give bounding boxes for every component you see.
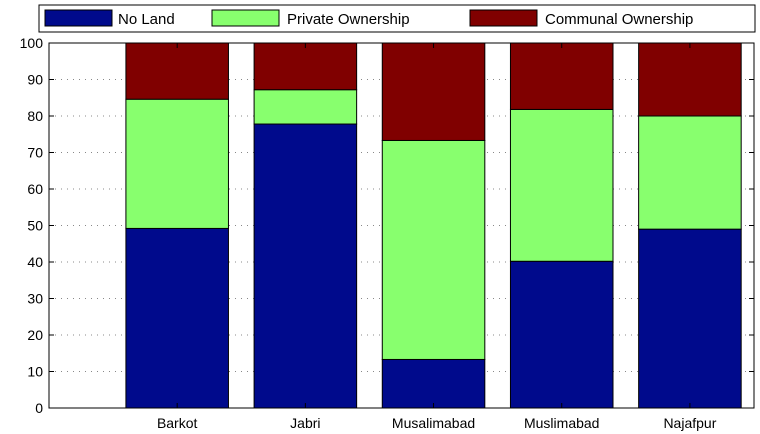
bar-najafpur-no-land [638, 228, 742, 409]
legend-label-no-land: No Land [118, 11, 175, 28]
legend-label-communal-ownership: Communal Ownership [545, 11, 693, 28]
bar-najafpur-communal-ownership [638, 42, 742, 117]
y-tick-label: 50 [27, 218, 43, 234]
y-tick-label: 40 [27, 254, 43, 270]
y-tick-label: 80 [27, 108, 43, 124]
legend: No Land Private Ownership Communal Ownersh… [38, 4, 756, 33]
x-tick-label-najafpur: Najafpur [663, 415, 716, 431]
y-tick-label: 90 [27, 72, 43, 88]
legend-swatch-communal-ownership [469, 9, 538, 27]
bars [125, 42, 742, 409]
x-tick-label-musalimabad: Musalimabad [392, 415, 475, 431]
y-tick-label: 10 [27, 364, 43, 380]
bar-najafpur-private-ownership [638, 115, 742, 230]
y-tick-label: 60 [27, 181, 43, 197]
y-tick-label: 30 [27, 291, 43, 307]
bar-muslimabad-communal-ownership [509, 42, 614, 110]
y-axis-ticks: 0 10 20 30 40 50 60 70 80 90 100 [20, 35, 754, 416]
bar-muslimabad-no-land [509, 260, 614, 409]
legend-swatch-private-ownership [211, 9, 280, 27]
legend-label-private-ownership: Private Ownership [287, 11, 410, 28]
bar-musalimabad-communal-ownership [381, 42, 486, 141]
plot-area: 0 10 20 30 40 50 60 70 80 90 100 Barkot Jabri Musali… [20, 35, 755, 431]
bar-barkot-communal-ownership [125, 42, 229, 100]
legend-swatch-no-land [44, 9, 113, 27]
x-tick-label-muslimabad: Muslimabad [524, 415, 599, 431]
x-tick-label-barkot: Barkot [157, 415, 198, 431]
bar-musalimabad-private-ownership [381, 139, 486, 360]
x-tick-label-jabri: Jabri [290, 415, 320, 431]
legend-box [38, 4, 756, 33]
bar-jabri-private-ownership [253, 89, 358, 125]
bar-barkot-no-land [125, 227, 229, 409]
y-tick-label: 70 [27, 145, 43, 161]
bar-musalimabad-no-land [381, 358, 486, 409]
bar-jabri-communal-ownership [253, 42, 358, 91]
bar-barkot-private-ownership [125, 98, 229, 229]
bar-jabri-no-land [253, 123, 358, 409]
y-tick-label: 100 [20, 35, 44, 51]
bar-muslimabad-private-ownership [509, 108, 614, 262]
y-tick-label: 20 [27, 327, 43, 343]
y-tick-label: 0 [35, 400, 43, 416]
x-axis-ticks: Barkot Jabri Musalimabad Muslimabad Najafpur [157, 43, 717, 431]
